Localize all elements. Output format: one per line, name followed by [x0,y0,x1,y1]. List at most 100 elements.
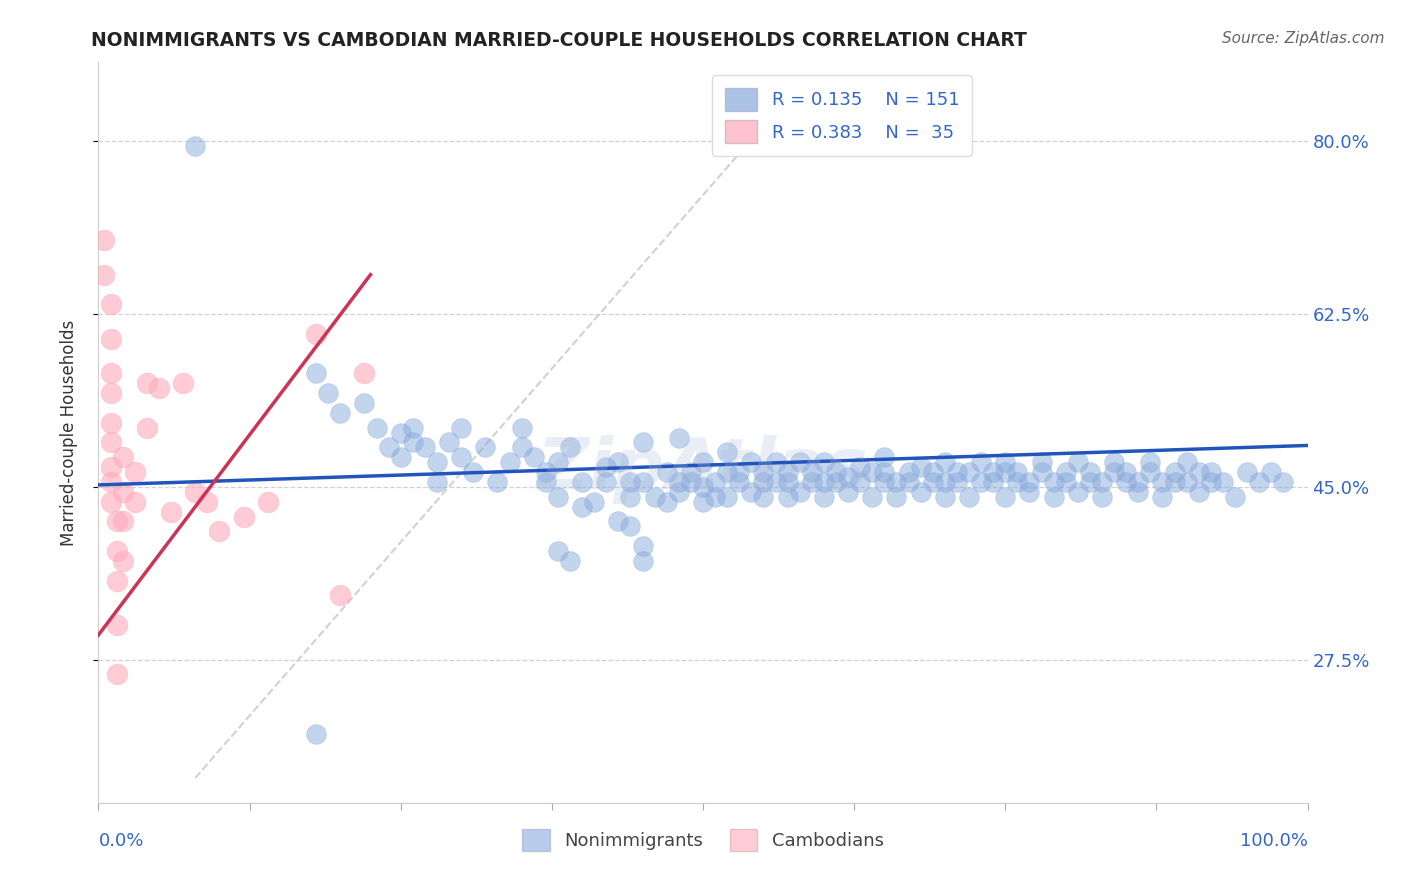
Point [873,450,896,465]
Point [510,441,533,455]
Point [1042,475,1064,489]
Point [105,515,128,529]
Text: 100.0%: 100.0% [1240,832,1308,850]
Point [752,465,775,479]
Point [825,475,848,489]
Point [800,475,823,489]
Point [934,490,956,504]
Point [631,554,654,568]
Point [547,455,569,469]
Point [813,455,835,469]
Point [523,450,546,465]
Point [873,475,896,489]
Point [946,475,969,489]
Point [970,455,993,469]
Point [135,420,157,434]
Point [111,484,134,499]
Point [1152,490,1174,504]
Point [921,465,943,479]
Point [377,441,399,455]
Point [353,396,375,410]
Point [184,484,207,499]
Point [450,450,472,465]
Point [184,139,207,153]
Point [994,455,1017,469]
Point [195,494,218,508]
Point [910,484,932,499]
Point [329,406,352,420]
Point [849,475,872,489]
Point [558,554,581,568]
Point [100,435,122,450]
Point [1249,475,1271,489]
Point [558,441,581,455]
Point [728,475,751,489]
Text: 0.0%: 0.0% [98,832,143,850]
Point [1163,465,1185,479]
Point [111,450,134,465]
Point [105,544,128,558]
Point [583,494,606,508]
Point [631,435,654,450]
Point [631,539,654,553]
Point [402,435,425,450]
Point [160,505,183,519]
Point [105,618,128,632]
Point [329,589,352,603]
Point [124,465,146,479]
Point [716,445,738,459]
Point [981,475,1004,489]
Point [135,376,157,391]
Point [1078,475,1101,489]
Point [837,484,859,499]
Point [668,484,690,499]
Point [740,484,762,499]
Point [1018,484,1040,499]
Point [776,465,799,479]
Point [93,268,115,282]
Point [1031,465,1053,479]
Point [450,420,472,434]
Point [595,475,617,489]
Point [498,455,520,469]
Point [1163,475,1185,489]
Point [148,381,170,395]
Point [1175,455,1198,469]
Point [402,420,425,434]
Point [789,455,811,469]
Point [873,465,896,479]
Point [752,490,775,504]
Point [668,475,690,489]
Point [1078,465,1101,479]
Point [716,465,738,479]
Point [1128,484,1150,499]
Point [1007,475,1029,489]
Text: NONIMMIGRANTS VS CAMBODIAN MARRIED-COUPLE HOUSEHOLDS CORRELATION CHART: NONIMMIGRANTS VS CAMBODIAN MARRIED-COUPL… [91,31,1028,50]
Point [1223,490,1246,504]
Point [426,455,449,469]
Point [256,494,278,508]
Point [813,490,835,504]
Point [105,574,128,588]
Point [679,475,702,489]
Point [692,455,714,469]
Point [474,441,496,455]
Point [366,420,388,434]
Point [100,416,122,430]
Point [837,470,859,484]
Point [1236,465,1258,479]
Point [728,465,751,479]
Point [886,475,908,489]
Point [704,490,727,504]
Point [1272,475,1295,489]
Point [1128,475,1150,489]
Point [860,465,883,479]
Point [1102,465,1125,479]
Point [105,667,128,681]
Y-axis label: Married-couple Households: Married-couple Households [59,319,77,546]
Point [704,475,727,489]
Point [111,515,134,529]
Point [208,524,231,539]
Point [1091,490,1114,504]
Point [111,554,134,568]
